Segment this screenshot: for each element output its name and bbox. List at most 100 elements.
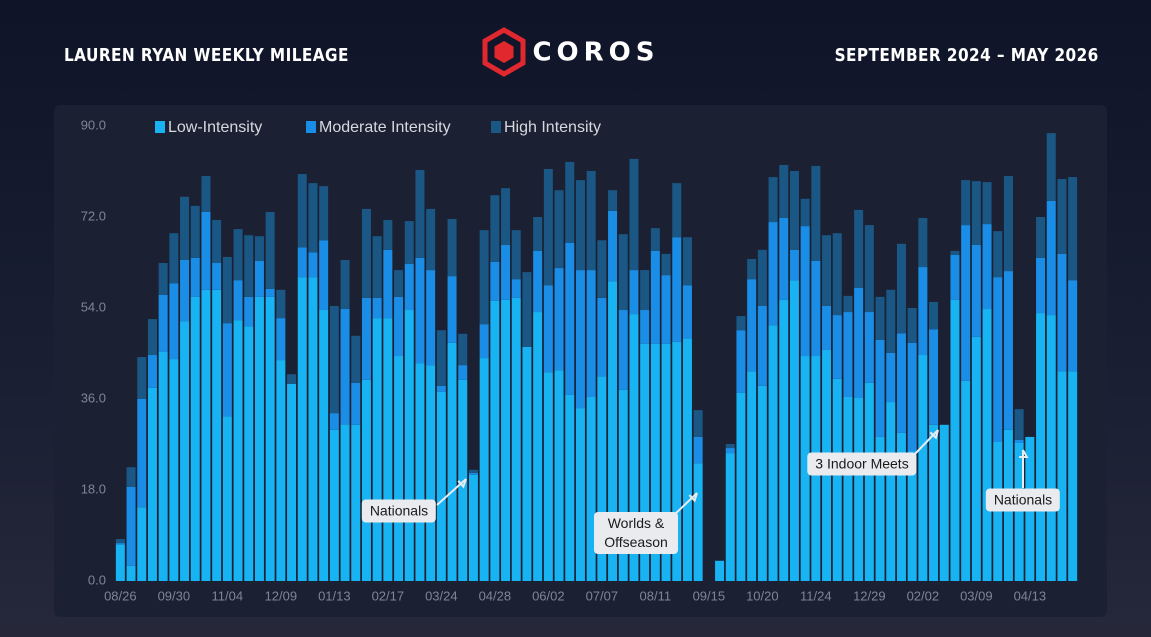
x-tick-label: 03/24	[425, 588, 458, 603]
bar-segment	[1003, 271, 1013, 430]
bar-segment	[522, 272, 532, 347]
x-tick-label: 03/09	[960, 588, 993, 603]
bar-segment	[426, 270, 436, 366]
bar-segment	[597, 297, 607, 377]
bar-segment	[864, 312, 874, 383]
bar-segment	[533, 312, 543, 581]
bar-segment	[115, 543, 125, 545]
bar-segment	[137, 507, 147, 581]
bar-segment	[340, 424, 350, 581]
bar-segment	[394, 270, 404, 297]
bar-segment	[115, 544, 125, 581]
bar-segment	[351, 382, 361, 425]
bar-segment	[811, 165, 821, 261]
annotation: 3 Indoor Meets	[807, 452, 917, 476]
bar-segment	[468, 472, 478, 475]
bar-segment	[511, 279, 521, 298]
bar-segment	[1068, 371, 1078, 581]
bar-segment	[682, 285, 692, 339]
bar-segment	[522, 346, 532, 581]
y-tick-label: 36.0	[81, 390, 106, 405]
bar-segment	[971, 336, 981, 581]
bar-segment	[800, 356, 810, 581]
bar-segment	[180, 321, 190, 581]
bar-segment	[575, 180, 585, 271]
bar-segment	[789, 170, 799, 250]
bar-segment	[693, 436, 703, 464]
annotation-arrowhead	[929, 429, 939, 440]
bar-segment	[372, 318, 382, 581]
bar-segment	[1057, 253, 1067, 372]
bar-segment	[725, 453, 735, 581]
bar-segment	[276, 289, 286, 319]
bar-segment	[736, 316, 746, 331]
bar-segment	[854, 209, 864, 288]
bar-segment	[789, 249, 799, 281]
bar-segment	[575, 270, 585, 409]
bar-segment	[501, 244, 511, 300]
bar-segment	[715, 560, 725, 581]
bar-segment	[233, 229, 243, 281]
bar-segment	[971, 181, 981, 245]
bar-segment	[329, 429, 339, 581]
bar-segment	[565, 394, 575, 581]
bar-segment	[308, 183, 318, 253]
bar-segment	[907, 451, 917, 581]
bar-segment	[918, 218, 928, 268]
bar-segment	[1036, 313, 1046, 581]
legend-label: Moderate Intensity	[319, 119, 451, 136]
bar-segment	[661, 275, 671, 344]
bar-segment	[415, 363, 425, 581]
bar-segment	[447, 219, 457, 277]
bar-segment	[565, 242, 575, 395]
bar-segment	[329, 413, 339, 430]
bar-segment	[490, 300, 500, 581]
bar-segment	[490, 261, 500, 301]
bar-segment	[864, 225, 874, 313]
bar-segment	[608, 190, 618, 211]
bar-segment	[372, 297, 382, 319]
bar-segment	[212, 289, 222, 581]
bar-segment	[747, 258, 757, 280]
date-range: SEPTEMBER 2024 – MAY 2026	[834, 45, 1099, 66]
bar-segment	[1046, 200, 1056, 316]
bar-segment	[779, 299, 789, 581]
bar-segment	[586, 396, 596, 581]
bar-segment	[843, 312, 853, 397]
bar-segment	[126, 486, 136, 566]
y-tick-label: 54.0	[81, 299, 106, 314]
bar-segment	[618, 234, 628, 311]
bar-segment	[1046, 133, 1056, 201]
bar-segment	[961, 380, 971, 581]
bar-segment	[896, 243, 906, 334]
bar-segment	[736, 330, 746, 393]
bar-segment	[436, 391, 446, 581]
annotation: Worlds & Offseason	[594, 512, 678, 554]
bar-segment	[608, 281, 618, 581]
bar-segment	[629, 270, 639, 315]
bar-segment	[961, 225, 971, 381]
y-tick-label: 18.0	[81, 481, 106, 496]
annotation-arrowhead	[457, 478, 467, 489]
bar-segment	[244, 296, 254, 327]
bar-segment	[447, 342, 457, 581]
bar-segment	[169, 283, 179, 360]
bar-segment	[575, 408, 585, 581]
x-tick-label: 08/11	[640, 588, 672, 603]
annotation: Nationals	[361, 499, 437, 523]
bar-segment	[929, 424, 939, 581]
bar-segment	[597, 376, 607, 581]
bar-segment	[126, 467, 136, 487]
bar-segment	[319, 186, 329, 241]
brand-logo: COROS	[532, 38, 659, 68]
bar-segment	[1014, 439, 1024, 443]
bar-segment	[1036, 257, 1046, 314]
bar-segment	[254, 260, 264, 297]
bar-segment	[276, 360, 286, 581]
bar-segment	[875, 296, 885, 340]
bar-segment	[169, 359, 179, 581]
x-tick-label: 04/13	[1014, 588, 1047, 603]
annotation: Nationals	[985, 488, 1061, 512]
bar-segment	[533, 217, 543, 251]
bar-segment	[222, 256, 232, 324]
